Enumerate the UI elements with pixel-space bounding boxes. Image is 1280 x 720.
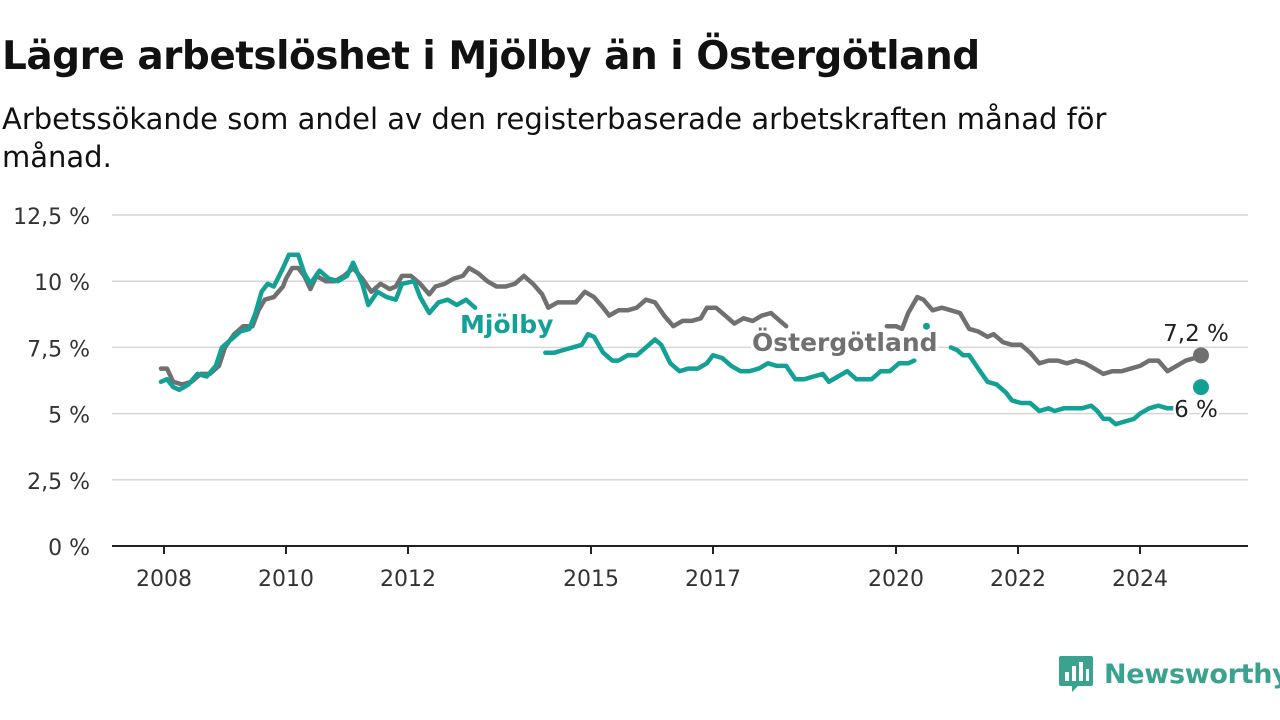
y-axis-ticks: 0 % 2,5 % 5 % 7,5 % 10 % 12,5 % bbox=[13, 205, 90, 561]
x-tick-label: 2015 bbox=[563, 567, 619, 592]
y-tick-label: 5 % bbox=[48, 404, 90, 429]
line-chart: 0 %2,5 %5 %7,5 %10 %12,5 % 2008 2010 2012 2… bbox=[13, 205, 1248, 592]
isolated-point-mjolby bbox=[923, 322, 930, 330]
newsworthy-logo-icon bbox=[1059, 656, 1093, 692]
x-tick-label: 2012 bbox=[380, 567, 436, 592]
x-tick-label: 2017 bbox=[685, 567, 741, 592]
grid-lines bbox=[112, 214, 1248, 481]
x-tick-label: 2010 bbox=[258, 567, 314, 592]
series-layer bbox=[158, 252, 1209, 427]
series-line-mjolby bbox=[948, 345, 1185, 427]
endpoint-marker-mjolby bbox=[1193, 379, 1209, 396]
y-tick-label: 2,5 % bbox=[27, 470, 90, 495]
page-title: Lägre arbetslöshet i Mjölby än i Östergö… bbox=[2, 34, 980, 79]
x-tick-label: 2020 bbox=[868, 567, 924, 592]
y-tick-label: 10 % bbox=[34, 271, 90, 296]
y-tick-label: 12,5 % bbox=[13, 205, 90, 230]
series-line-mjolby bbox=[543, 331, 917, 385]
newsworthy-brand: Newsworthy bbox=[1058, 652, 1280, 696]
x-axis: 2008 2010 2012 2015 2017 2020 2022 2024 bbox=[112, 545, 1248, 592]
y-tick-label: 7,5 % bbox=[27, 337, 90, 362]
end-value-label-mjolby: 6 % bbox=[1174, 397, 1218, 423]
end-value-label-ostergotland: 7,2 % bbox=[1163, 321, 1229, 347]
brand-name: Newsworthy bbox=[1104, 658, 1280, 690]
series-label-ostergotland: Östergötland bbox=[752, 327, 938, 357]
series-line-mjolby bbox=[158, 252, 478, 393]
series-line-ostergotland bbox=[158, 265, 789, 387]
x-tick-label: 2008 bbox=[136, 567, 192, 592]
x-tick-label: 2022 bbox=[990, 567, 1046, 592]
x-tick-label: 2024 bbox=[1112, 567, 1168, 592]
page-subtitle: Arbetssökande som andel av den registerb… bbox=[2, 102, 1107, 174]
series-labels: Mjölby Östergötland 7,2 % 6 % bbox=[457, 307, 1229, 426]
series-label-mjolby: Mjölby bbox=[460, 310, 553, 339]
endpoint-marker-ostergotland bbox=[1193, 347, 1209, 364]
series-line-ostergotland bbox=[884, 294, 1204, 377]
y-tick-label: 0 % bbox=[48, 536, 90, 561]
